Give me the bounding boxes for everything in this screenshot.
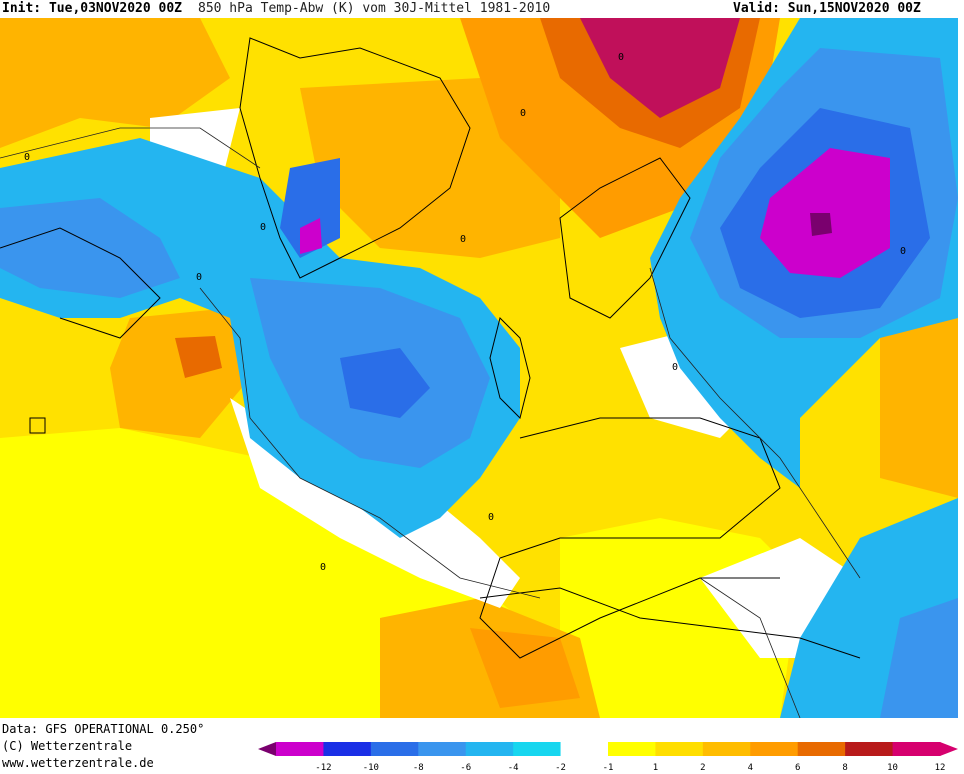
- anomaly-region-minus6-southeast: [880, 598, 958, 718]
- legend-tick-label: -1: [603, 763, 614, 773]
- contour-label: 0: [260, 222, 266, 233]
- legend-tick-label: -8: [413, 763, 424, 773]
- contour-labels: 0 0 0 0 0 0 0 0 0 0: [24, 52, 906, 573]
- contour-label: 0: [320, 562, 326, 573]
- legend-tick-label: -6: [460, 763, 471, 773]
- legend-tick-label: 6: [795, 763, 800, 773]
- contour-label: 0: [900, 246, 906, 257]
- azores-coastline: [29, 417, 46, 434]
- legend-swatch: [560, 742, 609, 756]
- legend-swatch: [655, 742, 704, 756]
- contour-label: 0: [520, 108, 526, 119]
- coastlines: [0, 37, 861, 659]
- legend-arrow-high: [940, 742, 958, 756]
- legend-tick-label: 12: [935, 763, 946, 773]
- legend-arrow-low: [258, 742, 276, 756]
- map-title: 850 hPa Temp-Abw (K) vom 30J-Mittel 1981…: [198, 1, 551, 16]
- zero-contour-southeast: [699, 577, 801, 718]
- north-africa-coastline: [479, 587, 861, 659]
- anomaly-region-minus8-greenland: [280, 158, 340, 258]
- legend-tick-label: 4: [748, 763, 753, 773]
- zero-contours: [0, 127, 861, 718]
- anomaly-region-plus4-east: [880, 298, 958, 498]
- legend-tick-label: -10: [363, 763, 379, 773]
- website-label: www.wetterzentrale.de: [2, 756, 154, 770]
- anomaly-region-plus10-north: [580, 18, 740, 118]
- legend-tick-label: 1: [653, 763, 658, 773]
- anomaly-map-svg: 0 0 0 0 0 0 0 0 0 0: [0, 18, 958, 718]
- contour-label: 0: [618, 52, 624, 63]
- legend-swatch: [608, 742, 656, 756]
- anomaly-region-minus10-greenland: [300, 218, 322, 254]
- greenland-coastline: [239, 37, 471, 279]
- contour-label: 0: [460, 234, 466, 245]
- europe-coastline: [479, 417, 781, 659]
- valid-time-label: Valid: Sun,15NOV2020 00Z: [733, 1, 921, 16]
- north-america-coastline: [0, 227, 161, 339]
- contour-label: 0: [488, 512, 494, 523]
- legend-swatch: [370, 742, 419, 756]
- legend-tick-label: -4: [508, 763, 519, 773]
- legend-swatch: [750, 742, 799, 756]
- scandinavia-coastline: [559, 157, 691, 319]
- zero-contour-east: [649, 267, 861, 579]
- contour-label: 0: [24, 152, 30, 163]
- legend-swatch: [276, 742, 324, 756]
- anomaly-map: 0 0 0 0 0 0 0 0 0 0: [0, 18, 958, 718]
- legend-swatch: [797, 742, 846, 756]
- british-isles-coastline: [489, 317, 531, 419]
- color-legend: -12 -10 -8 -6 -4 -2 -1 1 2 4 6 8 10 12: [258, 742, 958, 773]
- legend-swatch: [323, 742, 372, 756]
- anomaly-region-minus12-russia: [810, 213, 832, 236]
- zero-contour-north: [0, 127, 261, 169]
- zero-contour-atlantic: [199, 287, 541, 599]
- init-time-label: Init: Tue,03NOV2020 00Z: [2, 1, 183, 16]
- legend-tick-label: -12: [315, 763, 331, 773]
- legend-swatch: [513, 742, 562, 756]
- legend-swatch: [418, 742, 467, 756]
- copyright-label: (C) Wetterzentrale: [2, 739, 133, 753]
- anomaly-region-plus8-atlantic: [175, 336, 222, 378]
- legend-tick-label: -2: [555, 763, 566, 773]
- legend-tick-label: 2: [700, 763, 705, 773]
- anomaly-region-plus6-africa: [470, 628, 580, 708]
- contour-label: 0: [196, 272, 202, 283]
- legend-swatches: [258, 742, 958, 756]
- legend-ticks: -12 -10 -8 -6 -4 -2 -1 1 2 4 6 8 10 12: [315, 763, 945, 773]
- legend-tick-label: 10: [887, 763, 898, 773]
- anomaly-region-minus8-atlantic: [340, 348, 430, 418]
- legend-swatch: [845, 742, 894, 756]
- data-source-label: Data: GFS OPERATIONAL 0.250°: [2, 722, 205, 736]
- legend-swatch: [465, 742, 514, 756]
- legend-swatch: [702, 742, 751, 756]
- legend-swatch: [892, 742, 941, 756]
- legend-tick-label: 8: [842, 763, 847, 773]
- contour-label: 0: [672, 362, 678, 373]
- header-bar: Init: Tue,03NOV2020 00Z 850 hPa Temp-Abw…: [0, 0, 964, 18]
